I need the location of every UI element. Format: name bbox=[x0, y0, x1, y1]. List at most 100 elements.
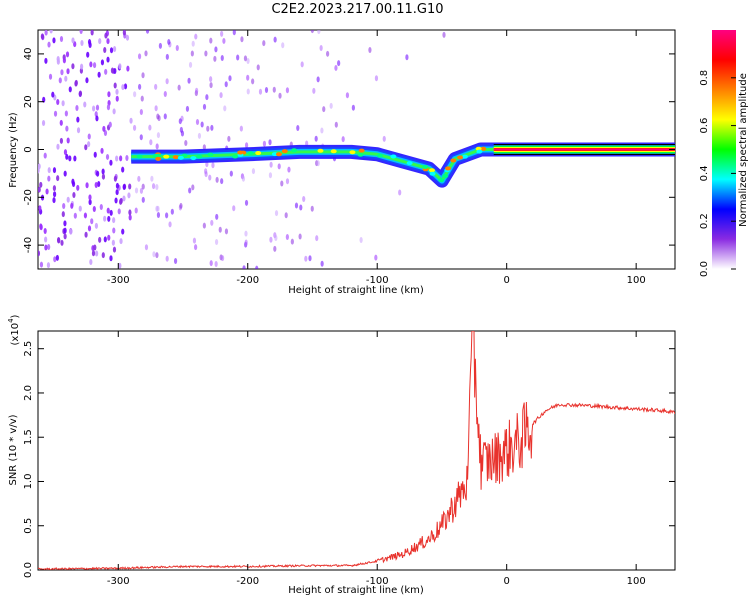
spectrogram-speckle bbox=[115, 155, 119, 162]
spectrogram-ytick-label: -20 bbox=[23, 189, 34, 205]
snr-ytick-label: 1.5 bbox=[23, 429, 34, 445]
spectrogram-speckle bbox=[104, 68, 108, 75]
spectrogram-speckle bbox=[87, 39, 92, 46]
spectrogram-hotspot bbox=[376, 153, 383, 158]
spectrogram-speckle bbox=[92, 105, 96, 112]
spectrogram-speckle bbox=[163, 113, 167, 120]
spectrogram-speckle bbox=[255, 265, 259, 269]
spectrogram-speckle bbox=[122, 30, 126, 36]
spectrogram-speckle bbox=[63, 233, 67, 240]
spectrogram-speckle bbox=[165, 212, 169, 219]
spectrogram-speckle bbox=[101, 168, 105, 175]
spectrogram-speckle bbox=[228, 75, 232, 82]
spectrogram-speckle bbox=[165, 53, 169, 60]
spectrogram-speckle bbox=[92, 62, 97, 69]
spectrogram-speckle bbox=[86, 51, 90, 58]
spectrogram-speckle bbox=[220, 255, 225, 262]
spectrogram-speckle bbox=[165, 255, 169, 262]
spectrogram-speckle bbox=[272, 86, 276, 93]
spectrogram-speckle bbox=[47, 41, 51, 48]
spectrogram-speckle bbox=[241, 175, 246, 182]
spectrogram-speckle bbox=[115, 88, 119, 95]
spectrogram-speckle bbox=[204, 50, 208, 57]
spectrogram-speckle bbox=[89, 61, 93, 68]
spectrogram-speckle bbox=[44, 30, 48, 36]
spectrogram-speckle bbox=[47, 243, 51, 250]
spectrogram-speckle bbox=[144, 244, 149, 251]
spectrogram-speckle bbox=[118, 63, 122, 70]
spectrogram-speckle bbox=[52, 191, 57, 198]
spectrogram-speckle bbox=[246, 74, 250, 81]
spectrogram-speckle bbox=[55, 254, 59, 261]
spectrogram-speckle bbox=[139, 108, 143, 115]
spectrogram-speckle bbox=[115, 182, 120, 189]
spectrogram-speckle bbox=[224, 81, 228, 88]
spectrogram-speckle bbox=[163, 90, 167, 97]
spectrogram-speckle bbox=[40, 33, 45, 40]
spectrogram-speckle bbox=[71, 37, 75, 44]
snr-xtick-label: 100 bbox=[627, 576, 646, 587]
spectrogram-speckle bbox=[103, 47, 107, 54]
spectrogram-speckle bbox=[52, 197, 56, 204]
spectrogram-speckle bbox=[71, 63, 75, 70]
spectrogram-speckle bbox=[202, 222, 206, 229]
spectrogram-speckle bbox=[156, 212, 161, 219]
spectrogram-speckle bbox=[87, 225, 92, 232]
spectrogram-speckle bbox=[99, 203, 103, 210]
spectrogram-speckle bbox=[78, 90, 83, 97]
spectrogram-speckle bbox=[222, 37, 226, 44]
spectrogram-speckle bbox=[39, 261, 44, 268]
spectrogram-speckle bbox=[51, 91, 55, 98]
spectrogram-speckle bbox=[262, 40, 266, 47]
spectrogram-speckle bbox=[334, 64, 338, 71]
spectrogram-speckle bbox=[132, 124, 137, 131]
spectrogram-speckle bbox=[57, 236, 61, 243]
spectrogram-speckle bbox=[268, 172, 273, 179]
spectrogram-speckle bbox=[269, 236, 273, 243]
spectrogram-speckle bbox=[232, 205, 236, 212]
snr-multiplier: (x104) bbox=[7, 314, 21, 345]
spectrogram-speckle bbox=[109, 255, 113, 262]
spectrogram-hotspot bbox=[457, 155, 464, 160]
spectrogram-speckle bbox=[109, 209, 113, 216]
spectrogram-speckle bbox=[192, 237, 197, 244]
spectrogram-speckle bbox=[177, 84, 181, 91]
spectrogram-speckle bbox=[300, 61, 304, 68]
snr-line bbox=[38, 331, 675, 570]
spectrogram-speckle bbox=[87, 141, 91, 148]
spectrogram-speckle bbox=[345, 92, 350, 99]
spectrogram-speckle bbox=[56, 175, 60, 182]
spectrogram-speckle bbox=[251, 78, 255, 85]
snr-axes: -300 -200 -100 0 100 0.0 0.5 1.0 1.5 2.0 2.5 bbox=[23, 331, 675, 587]
spectrogram-speckle bbox=[43, 152, 47, 159]
spectrogram-speckle bbox=[76, 116, 80, 123]
spectrogram-speckle bbox=[56, 143, 60, 150]
spectrogram-hotspot bbox=[480, 146, 487, 151]
spectrogram-speckle bbox=[316, 76, 320, 83]
spectrogram-speckle bbox=[121, 228, 125, 235]
spectrogram-speckle bbox=[129, 117, 133, 124]
spectrogram-speckle bbox=[112, 45, 117, 52]
colorbar-axes: 0.0 0.2 0.4 0.6 0.8 bbox=[699, 70, 736, 277]
spectrogram-speckle bbox=[185, 105, 190, 112]
spectrogram-speckle bbox=[108, 121, 112, 128]
spectrogram-speckle bbox=[269, 161, 273, 168]
spectrogram-speckle bbox=[155, 184, 159, 191]
spectrogram-speckle bbox=[134, 187, 139, 194]
colorbar: 0.0 0.2 0.4 0.6 0.8 Normalized spectral ampl… bbox=[699, 30, 749, 277]
spectrogram-speckle bbox=[206, 125, 210, 132]
spectrogram-speckle bbox=[246, 58, 250, 65]
spectrogram-speckle bbox=[103, 215, 107, 222]
spectrogram-speckle bbox=[141, 72, 145, 79]
spectrogram-speckle bbox=[63, 149, 68, 156]
spectrogram-speckle bbox=[337, 60, 341, 67]
spectrogram-speckle bbox=[405, 54, 409, 61]
spectrogram-speckle bbox=[242, 265, 246, 269]
spectrogram-hotspot bbox=[232, 154, 239, 159]
spectrogram-speckle bbox=[244, 199, 249, 206]
spectrogram-speckle bbox=[264, 86, 269, 93]
spectrogram-speckle bbox=[178, 118, 182, 125]
spectrogram-speckle bbox=[274, 210, 279, 217]
spectrogram-speckle bbox=[106, 56, 110, 63]
spectrogram-speckle bbox=[137, 53, 142, 60]
